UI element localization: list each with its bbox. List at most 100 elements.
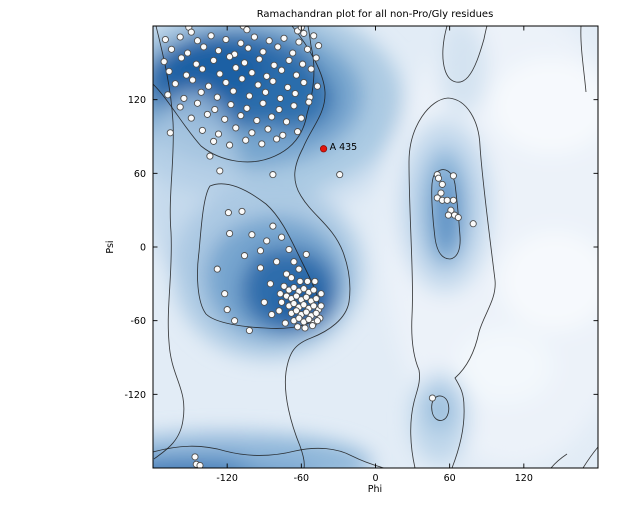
residue-point	[191, 453, 199, 461]
residue-point	[294, 128, 302, 136]
residue-point	[242, 136, 250, 144]
residue-point	[275, 307, 283, 315]
residue-point	[264, 125, 272, 133]
residue-point	[237, 39, 245, 47]
residue-point	[254, 81, 262, 89]
outlier-annotation: A 435	[319, 142, 358, 153]
x-tick-label: 120	[515, 473, 533, 484]
residue-point	[290, 283, 298, 292]
residue-point	[229, 87, 237, 95]
residue-point	[280, 34, 288, 42]
residue-point	[289, 49, 297, 57]
residue-point	[248, 129, 256, 137]
residue-point	[226, 141, 234, 149]
residue-point	[245, 326, 253, 335]
residue-point	[294, 323, 302, 331]
residue-point	[276, 290, 284, 298]
y-tick-label: -60	[130, 316, 146, 327]
residue-point	[222, 78, 230, 87]
residue-point	[300, 301, 308, 309]
residue-point	[308, 322, 317, 330]
residue-point	[244, 44, 252, 52]
residue-point	[256, 247, 265, 255]
residue-point	[437, 189, 445, 197]
residue-point	[227, 101, 235, 109]
residue-point	[193, 37, 202, 45]
residue-point	[297, 114, 305, 122]
y-axis-label: Psi	[105, 240, 116, 253]
residue-point	[203, 110, 211, 118]
residue-point	[160, 58, 168, 66]
contour-path	[582, 446, 598, 468]
residue-point	[434, 174, 443, 182]
residue-point	[443, 196, 451, 204]
residue-point	[180, 94, 188, 102]
residue-point	[263, 237, 271, 245]
residue-point	[197, 88, 205, 96]
residue-point	[310, 32, 318, 40]
residue-point	[256, 264, 265, 272]
residue-point	[300, 78, 308, 87]
residue-point	[302, 308, 310, 316]
residue-point	[281, 319, 289, 327]
contour-path	[550, 453, 568, 468]
residue-point	[285, 56, 293, 64]
contour-lines	[153, 26, 598, 468]
residue-point	[193, 99, 202, 107]
residue-point	[214, 47, 223, 55]
residue-point	[232, 124, 240, 132]
residue-point	[268, 113, 276, 121]
residue-point	[291, 89, 299, 98]
residue-point	[313, 317, 321, 325]
residue-point	[248, 69, 256, 77]
residue-point	[313, 82, 321, 90]
residue-point	[260, 298, 268, 306]
contour-path	[284, 26, 351, 468]
x-axis-label: Phi	[368, 484, 382, 495]
residue-point	[305, 315, 313, 323]
density-background	[153, 26, 598, 468]
residue-point	[240, 252, 249, 260]
x-tick-label: -120	[216, 473, 238, 484]
residue-point	[305, 98, 313, 106]
residue-point	[284, 83, 292, 91]
residue-point	[310, 302, 318, 310]
residue-point	[200, 43, 208, 51]
outlier-marker	[319, 145, 328, 153]
residue-point	[302, 293, 310, 301]
residue-point	[282, 270, 291, 278]
residue-point	[184, 49, 192, 57]
residue-point	[444, 211, 452, 219]
residue-point	[300, 285, 308, 293]
residue-point	[312, 295, 320, 303]
residue-point	[226, 229, 234, 238]
residue-point	[238, 75, 246, 83]
residue-point	[259, 48, 267, 56]
residue-point	[237, 112, 245, 120]
residue-point	[269, 77, 277, 85]
residue-point	[310, 286, 318, 294]
residue-point	[221, 290, 229, 298]
residue-point	[214, 130, 223, 138]
residue-point	[171, 80, 179, 88]
residue-point	[177, 54, 185, 62]
residue-point	[303, 277, 312, 285]
residue-point	[311, 277, 319, 285]
residue-point	[250, 33, 258, 41]
contour-path	[153, 26, 185, 460]
residue-point	[278, 298, 286, 306]
residue-point	[245, 92, 253, 100]
residue-point	[232, 64, 240, 72]
residue-point	[312, 54, 320, 62]
residue-point	[211, 105, 219, 114]
residue-point	[276, 94, 284, 102]
residue-point	[210, 137, 218, 145]
outlier-label: A 435	[330, 142, 358, 153]
contour-path	[431, 169, 461, 260]
residue-point	[206, 152, 214, 160]
residue-scatter-points	[160, 26, 477, 468]
residue-point	[295, 314, 303, 322]
contour-path	[153, 26, 315, 163]
residue-point	[224, 209, 232, 217]
